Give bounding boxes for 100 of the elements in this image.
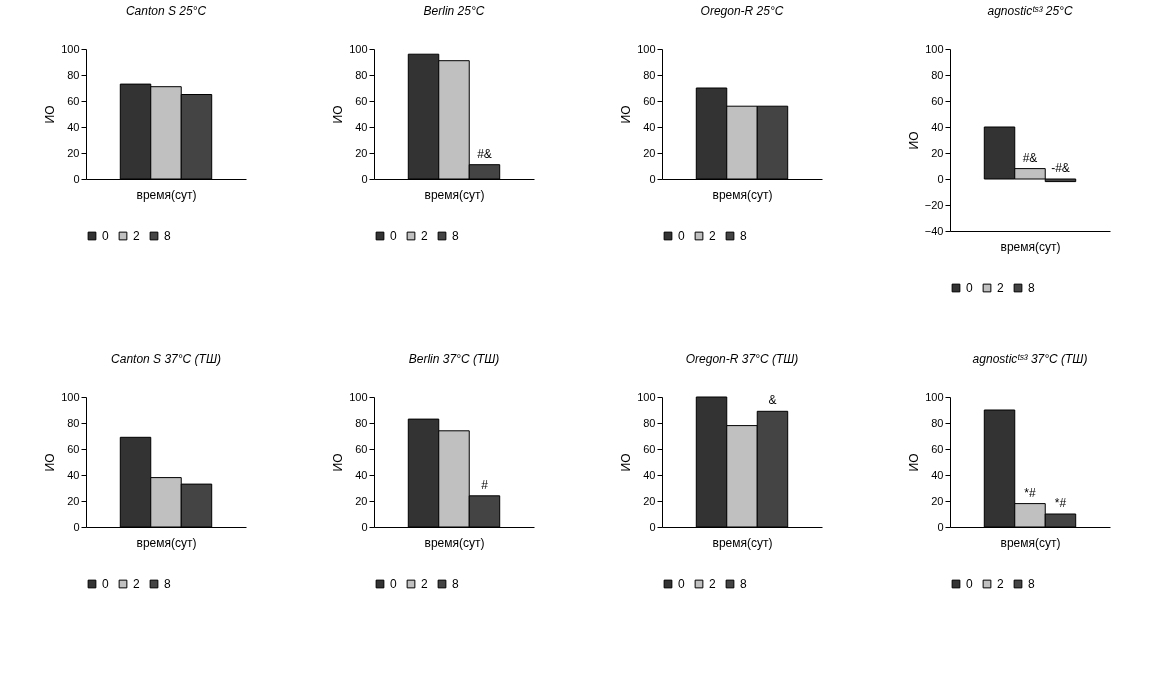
legend-label: 8 xyxy=(739,229,747,243)
x-axis-title: время(сут) xyxy=(424,187,484,202)
y-tick-label: 20 xyxy=(354,494,367,507)
y-tick-label: 20 xyxy=(930,494,943,507)
y-tick-label: 40 xyxy=(354,120,367,133)
y-tick-label: 40 xyxy=(66,468,79,481)
annotation: -#& xyxy=(1050,161,1070,175)
y-tick-label: 20 xyxy=(66,494,79,507)
y-tick-label: 100 xyxy=(924,390,943,403)
y-tick-label: 40 xyxy=(642,468,655,481)
legend-label: 0 xyxy=(677,229,685,243)
legend-label: 8 xyxy=(1027,281,1035,295)
chart-title: Oregon-R 25°C xyxy=(700,4,784,18)
x-axis-title: время(сут) xyxy=(712,535,772,550)
y-tick-label: 60 xyxy=(642,94,655,107)
legend-label: 8 xyxy=(163,229,171,243)
chart-title: agnosticᵗˢ³ 37°C (ТШ) xyxy=(972,352,1087,366)
y-tick-label: 100 xyxy=(348,390,367,403)
y-tick-label: 20 xyxy=(354,146,367,159)
y-tick-label: 40 xyxy=(354,468,367,481)
legend-label: 2 xyxy=(132,577,140,591)
annotation: & xyxy=(767,393,776,408)
legend-label: 2 xyxy=(420,577,428,591)
chart-title: Canton S 37°C (ТШ) xyxy=(110,352,221,366)
legend-label: 2 xyxy=(996,281,1004,295)
chart-title: agnosticᵗˢ³ 25°C xyxy=(986,4,1073,18)
y-tick-label: 0 xyxy=(360,172,367,185)
legend-label: 8 xyxy=(451,577,459,591)
y-tick-label: 80 xyxy=(66,68,79,81)
legend-label: 2 xyxy=(708,577,716,591)
y-tick-label: 60 xyxy=(354,94,367,107)
legend-label: 8 xyxy=(163,577,171,591)
legend-label: 0 xyxy=(389,577,397,591)
x-axis-title: время(сут) xyxy=(1000,535,1060,550)
y-tick-label: 100 xyxy=(636,42,655,55)
y-axis-title: ИО xyxy=(906,453,921,472)
legend-label: 2 xyxy=(132,229,140,243)
y-tick-label: 40 xyxy=(930,120,943,133)
y-tick-label: −20 xyxy=(924,198,943,211)
y-tick-label: 20 xyxy=(930,146,943,159)
y-tick-label: 20 xyxy=(642,146,655,159)
legend-label: 2 xyxy=(996,577,1004,591)
y-tick-label: 100 xyxy=(348,42,367,55)
legend-label: 0 xyxy=(677,577,685,591)
legend-label: 0 xyxy=(965,281,973,295)
y-tick-label: 60 xyxy=(354,442,367,455)
y-tick-label: 20 xyxy=(66,146,79,159)
y-tick-label: 0 xyxy=(936,520,943,533)
annotation: # xyxy=(480,477,488,492)
y-tick-label: 0 xyxy=(72,520,79,533)
y-tick-label: 60 xyxy=(66,94,79,107)
y-tick-label: 0 xyxy=(360,520,367,533)
y-tick-label: 80 xyxy=(930,416,943,429)
annotation: #& xyxy=(1022,150,1037,165)
y-tick-label: 40 xyxy=(66,120,79,133)
y-axis-title: ИО xyxy=(330,453,345,472)
y-axis-title: ИО xyxy=(330,105,345,124)
y-axis-title: ИО xyxy=(906,131,921,150)
annotation: *# xyxy=(1023,485,1036,500)
legend-label: 2 xyxy=(708,229,716,243)
y-axis-title: ИО xyxy=(42,453,57,472)
y-tick-label: 40 xyxy=(642,120,655,133)
y-tick-label: 100 xyxy=(60,42,79,55)
y-tick-label: 100 xyxy=(60,390,79,403)
legend-label: 8 xyxy=(451,229,459,243)
y-tick-label: 80 xyxy=(354,68,367,81)
y-tick-label: 0 xyxy=(72,172,79,185)
legend-label: 0 xyxy=(101,229,109,243)
annotation: #& xyxy=(476,146,492,161)
legend-label: 0 xyxy=(389,229,397,243)
chart-title: Oregon-R 37°C (ТШ) xyxy=(685,352,798,366)
legend-label: 0 xyxy=(101,577,109,591)
y-tick-label: 0 xyxy=(648,172,655,185)
y-axis-title: ИО xyxy=(618,105,633,124)
y-tick-label: 80 xyxy=(642,68,655,81)
chart-title: Canton S 25°C xyxy=(125,4,206,18)
y-tick-label: 20 xyxy=(642,494,655,507)
y-tick-label: 0 xyxy=(936,172,943,185)
y-tick-label: 80 xyxy=(354,416,367,429)
x-axis-title: время(сут) xyxy=(1000,239,1060,254)
chart-title: Berlin 37°C (ТШ) xyxy=(408,352,499,366)
y-tick-label: 60 xyxy=(66,442,79,455)
y-tick-label: −40 xyxy=(924,224,943,237)
y-tick-label: 100 xyxy=(636,390,655,403)
x-axis-title: время(сут) xyxy=(712,187,772,202)
chart-title: Berlin 25°C xyxy=(423,4,485,18)
y-tick-label: 60 xyxy=(930,94,943,107)
legend-label: 8 xyxy=(739,577,747,591)
y-axis-title: ИО xyxy=(42,105,57,124)
x-axis-title: время(сут) xyxy=(424,535,484,550)
legend-label: 0 xyxy=(965,577,973,591)
y-tick-label: 60 xyxy=(930,442,943,455)
y-tick-label: 80 xyxy=(930,68,943,81)
x-axis-title: время(сут) xyxy=(136,535,196,550)
x-axis-title: время(сут) xyxy=(136,187,196,202)
legend-label: 8 xyxy=(1027,577,1035,591)
y-tick-label: 40 xyxy=(930,468,943,481)
y-tick-label: 0 xyxy=(648,520,655,533)
y-tick-label: 80 xyxy=(66,416,79,429)
y-tick-label: 100 xyxy=(924,42,943,55)
